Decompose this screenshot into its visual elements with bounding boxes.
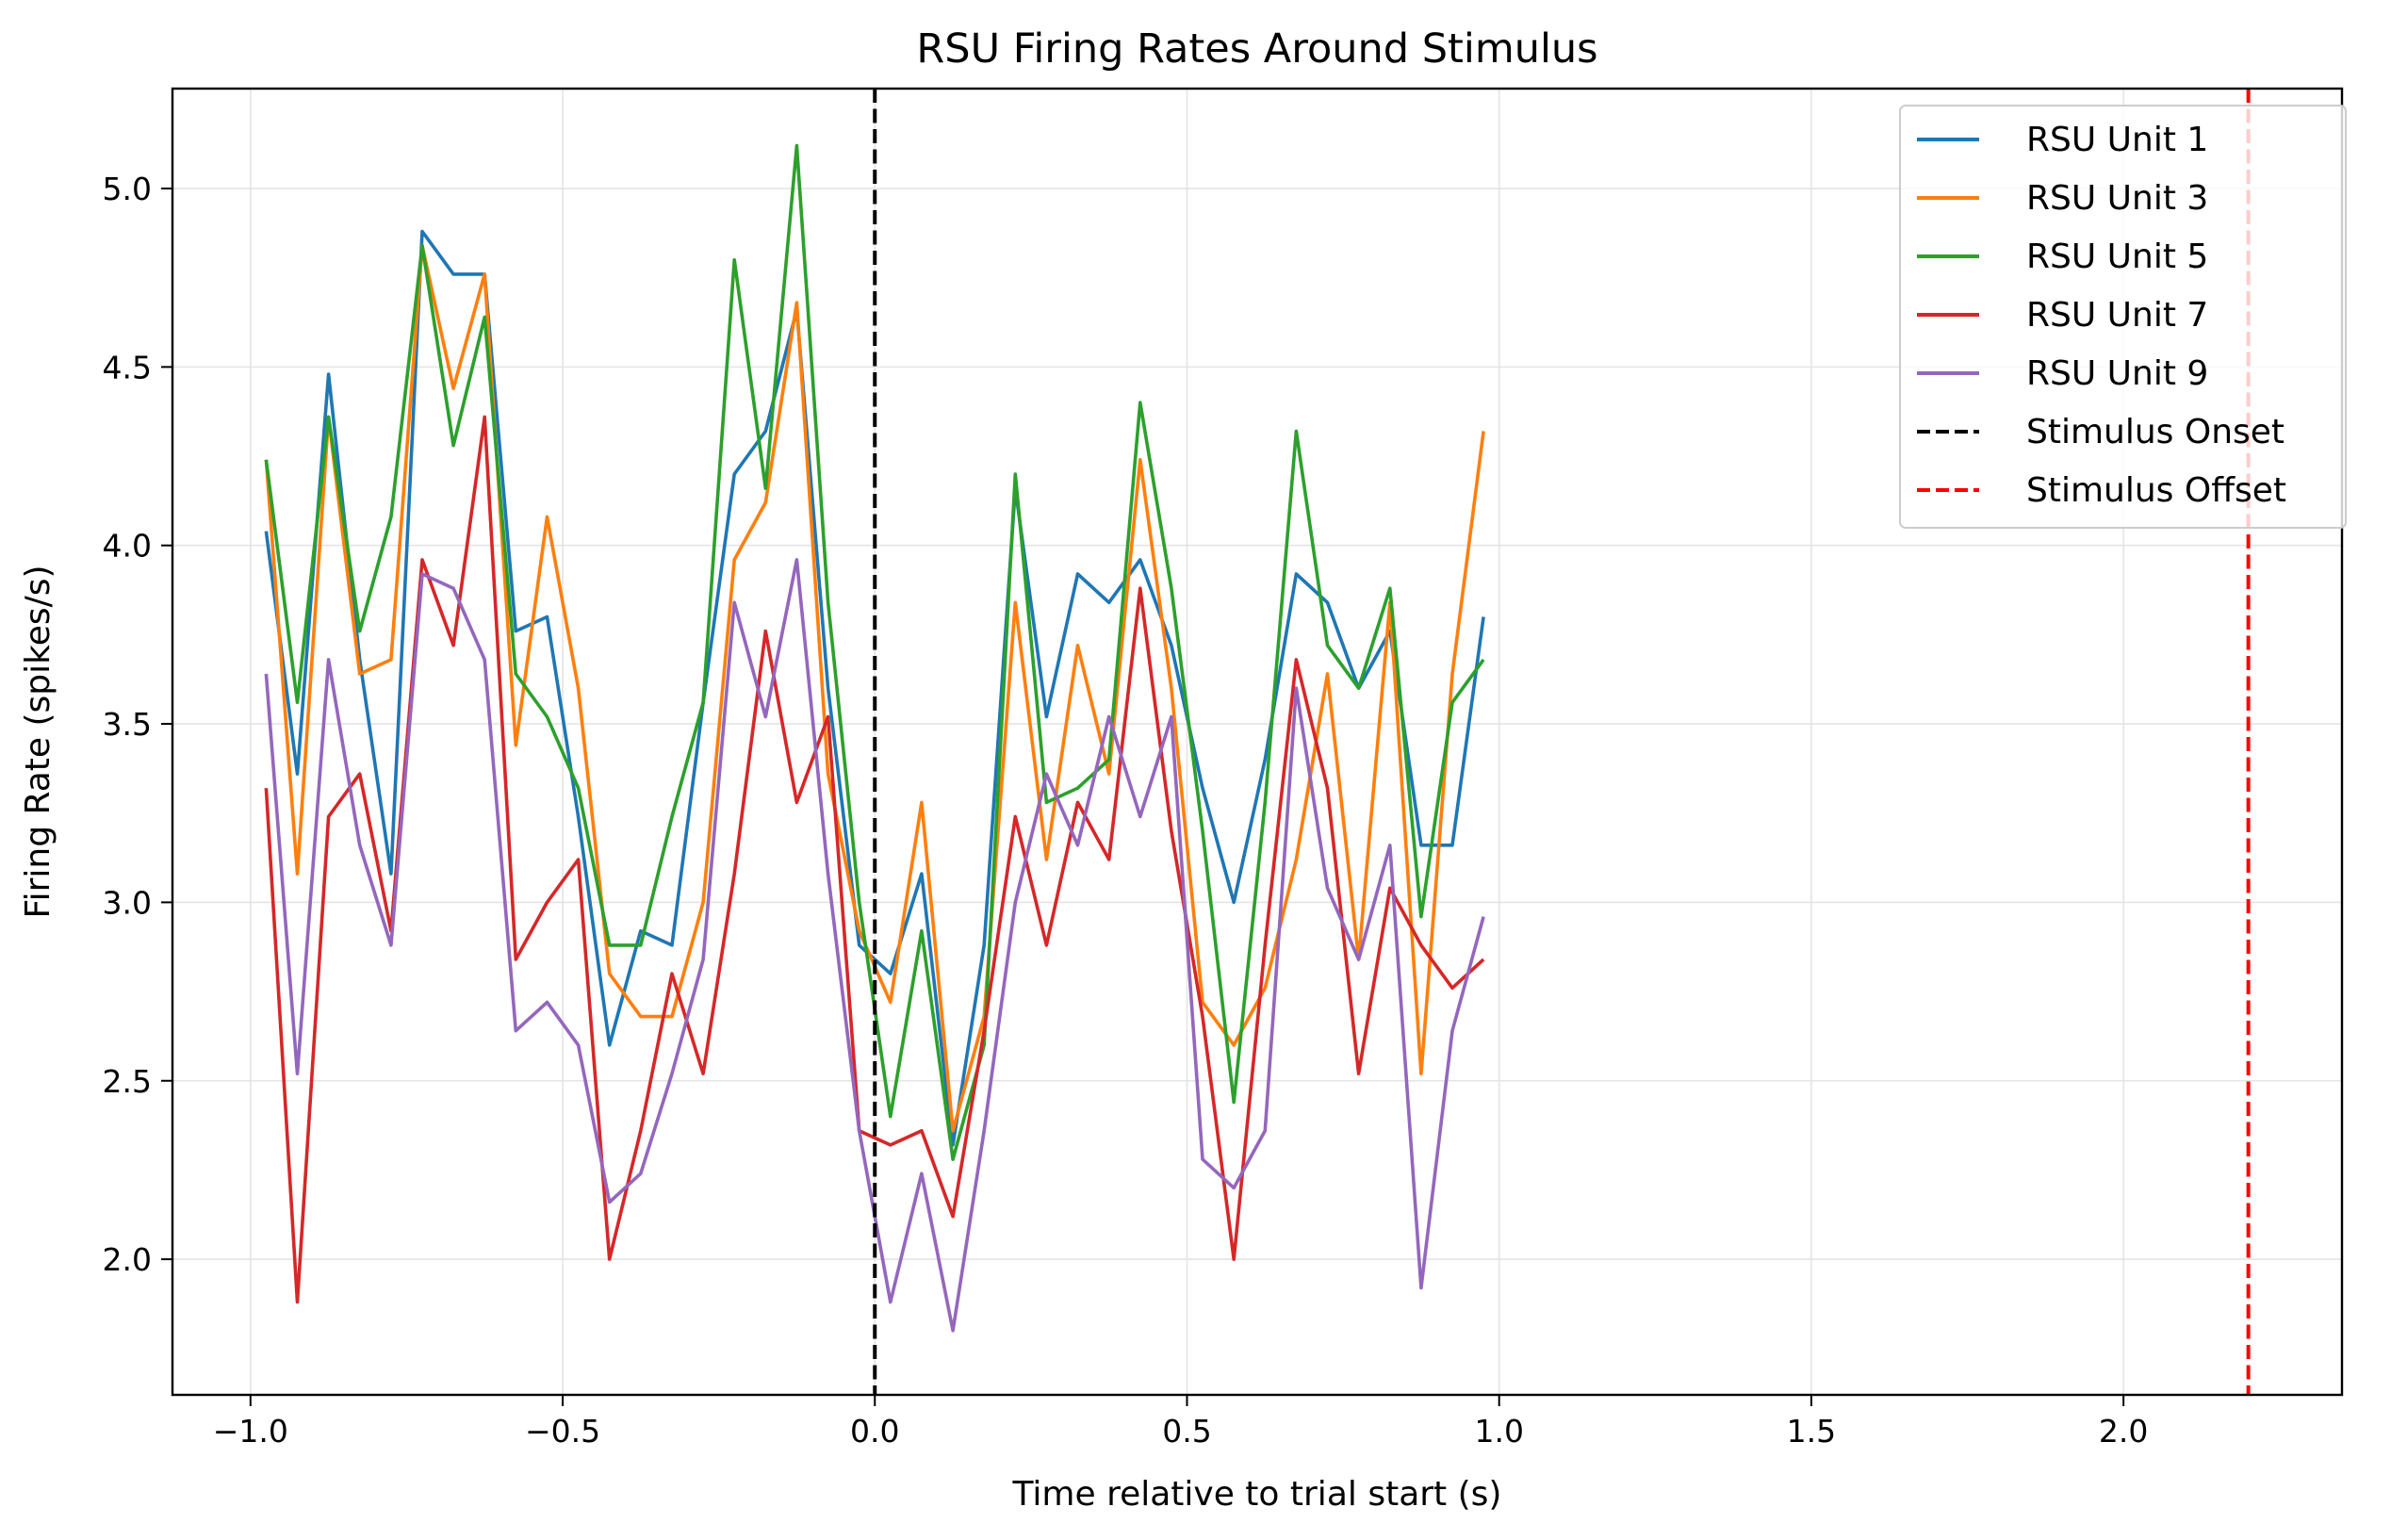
- x-tick-label: −0.5: [525, 1413, 600, 1450]
- plot-area-frame: [171, 87, 2344, 1397]
- y-tick-label: 2.0: [103, 1241, 152, 1278]
- y-tick-label: 4.0: [103, 528, 152, 565]
- y-axis-label: Firing Rate (spikes/s): [19, 565, 57, 918]
- chart-title: RSU Firing Rates Around Stimulus: [916, 25, 1597, 73]
- legend-label: RSU Unit 9: [2026, 354, 2208, 393]
- y-tick-label: 3.5: [103, 706, 152, 743]
- y-tick-label: 4.5: [103, 349, 152, 385]
- series-line-4: [264, 415, 1485, 1304]
- legend-frame: [1899, 105, 2347, 529]
- x-tick-label: 0.0: [850, 1413, 899, 1450]
- x-tick-label: −1.0: [213, 1413, 288, 1450]
- legend-label: RSU Unit 1: [2026, 121, 2208, 159]
- y-tick-label: 5.0: [103, 171, 152, 207]
- legend-label: Stimulus Onset: [2026, 413, 2285, 451]
- x-tick-label: 0.5: [1162, 1413, 1211, 1450]
- reference-lines: [873, 89, 2251, 1395]
- legend-label: Stimulus Offset: [2026, 471, 2286, 510]
- x-tick-label: 2.0: [2099, 1413, 2148, 1450]
- y-tick-label: 3.0: [103, 884, 152, 921]
- legend-label: RSU Unit 5: [2026, 238, 2208, 276]
- x-tick-label: 1.0: [1474, 1413, 1523, 1450]
- x-axis-label: Time relative to trial start (s): [1012, 1475, 1502, 1514]
- y-tick-label: 2.5: [103, 1063, 152, 1100]
- axis-ticks: −1.0 −0.5 0.0 0.5 1.0 1.5 2.0 2.0 2.5 3.0 3.5 4.0 4.…: [103, 171, 2149, 1450]
- legend-label: RSU Unit 7: [2026, 296, 2208, 335]
- legend: RSU Unit 1 RSU Unit 3 RSU Unit 5 RSU Unit 7…: [1899, 105, 2347, 529]
- series-line-1: [264, 229, 1485, 1147]
- x-tick-label: 1.5: [1787, 1413, 1836, 1450]
- legend-label: RSU Unit 3: [2026, 179, 2208, 218]
